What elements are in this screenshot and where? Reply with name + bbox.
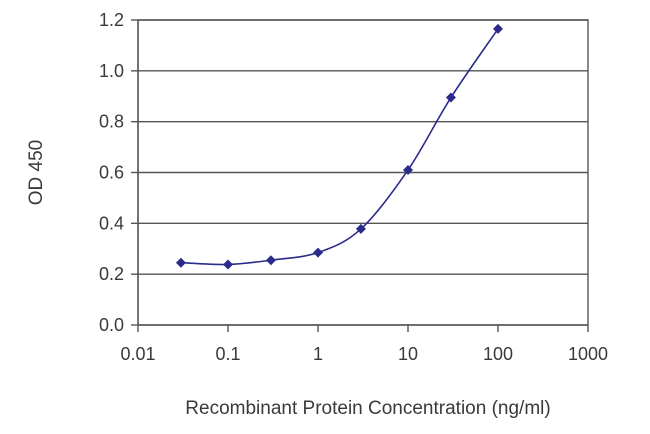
y-tick-label: 1.2 [99, 10, 124, 30]
y-axis-tick-labels: 0.0 0.2 0.4 0.6 0.8 1.0 1.2 [99, 10, 124, 335]
y-tick-label: 0.2 [99, 264, 124, 284]
data-point-diamond [493, 23, 503, 34]
data-point-diamond [355, 223, 366, 234]
data-point-diamond [265, 255, 276, 266]
data-point-diamond [313, 247, 323, 258]
x-tick-label: 0.1 [215, 344, 240, 364]
y-tick-label: 0.6 [99, 163, 124, 183]
horizontal-grid [138, 19, 588, 275]
data-points [175, 23, 503, 270]
x-axis-tick-labels: 0.01 0.1 1 10 100 1000 [120, 344, 608, 364]
x-tick-label: 1 [313, 344, 323, 364]
series-curves [180, 28, 499, 266]
y-tick-label: 0.8 [99, 112, 124, 132]
series-line [180, 28, 499, 266]
y-axis-title: OD 450 [26, 140, 47, 205]
x-tick-label: 100 [483, 344, 513, 364]
x-axis-title: Recombinant Protein Concentration (ng/ml… [185, 398, 550, 419]
data-point-diamond [403, 164, 413, 175]
axis-ticks [131, 19, 589, 332]
x-tick-label: 10 [398, 344, 418, 364]
x-tick-label: 0.01 [120, 344, 155, 364]
data-point-diamond [445, 92, 456, 103]
y-tick-label: 0.0 [99, 315, 124, 335]
y-tick-label: 0.4 [99, 213, 124, 233]
x-tick-label: 1000 [568, 344, 608, 364]
data-point-diamond [175, 257, 186, 268]
data-point-diamond [223, 259, 233, 270]
y-tick-label: 1.0 [99, 61, 124, 81]
